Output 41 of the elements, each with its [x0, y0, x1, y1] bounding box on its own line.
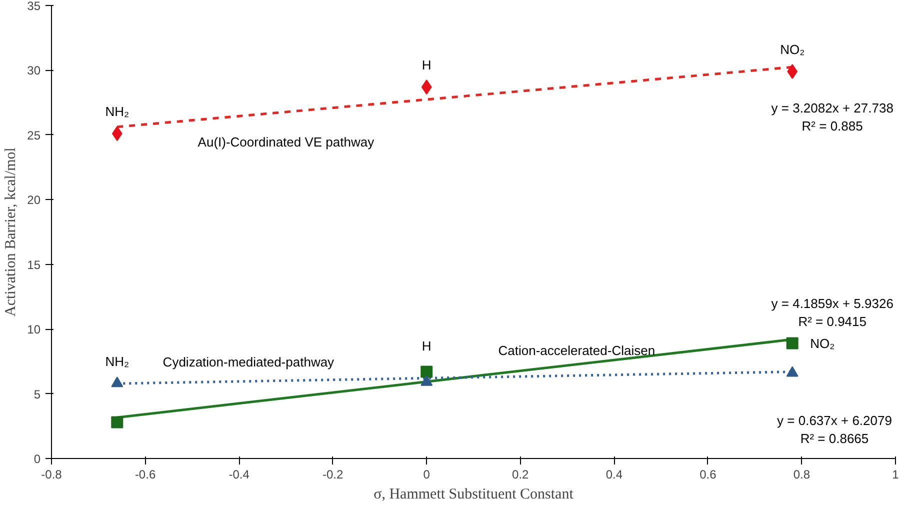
- annotation: NO₂: [780, 42, 805, 58]
- x-tick-label: 1: [892, 468, 900, 482]
- annotation: Au(I)-Coordinated VE pathway: [198, 134, 375, 150]
- x-tick-label: 0.6: [700, 468, 717, 482]
- annotation: Cydization-mediated-pathway: [162, 354, 335, 370]
- y-tick-label: 5: [34, 387, 41, 402]
- point: [786, 366, 798, 377]
- point: [786, 337, 798, 350]
- x-tick-label: -0.2: [322, 468, 344, 482]
- y-tick-label: 10: [27, 322, 41, 337]
- x-tick-label: 0.2: [512, 468, 530, 482]
- annotation: NO₂: [810, 336, 835, 351]
- annotation: y = 0.637x + 6.2079 R² = 0.8665: [777, 413, 892, 446]
- point: [112, 126, 122, 142]
- x-tick-label: 0.4: [606, 468, 623, 482]
- point: [111, 416, 124, 428]
- y-axis-title: Activation Barrier, kcal/mol: [3, 148, 20, 316]
- annotation: NH₂: [105, 354, 130, 369]
- y-tick-label: 20: [27, 193, 41, 208]
- point: [111, 376, 124, 388]
- y-tick-label: 30: [27, 64, 41, 78]
- x-tick-label: 0: [423, 468, 430, 482]
- x-tick-label: -0.6: [134, 468, 156, 482]
- annotation: Cation-accelerated-Claisen: [498, 342, 656, 358]
- annotation: y = 4.1859x + 5.9326 R² = 0.9415: [771, 296, 894, 329]
- x-tick-label: -0.4: [228, 468, 250, 482]
- point: [420, 375, 433, 386]
- point: [420, 366, 433, 378]
- x-tick-label: -0.8: [41, 468, 62, 482]
- y-tick-label: 0: [34, 452, 41, 466]
- annotation: y = 3.2082x + 27.738 R² = 0.885: [771, 100, 894, 134]
- point: [787, 64, 798, 80]
- annotation: H: [422, 338, 432, 354]
- point: [421, 80, 432, 95]
- y-tick-label: 15: [27, 258, 41, 272]
- annotation: NH₂: [105, 104, 130, 120]
- x-axis-title: σ, Hammett Substituent Constant: [374, 486, 574, 502]
- y-tick-label: 35: [27, 0, 41, 13]
- annotation: H: [422, 58, 432, 73]
- y-tick-label: 25: [27, 128, 41, 142]
- x-tick-label: 0.8: [793, 468, 810, 482]
